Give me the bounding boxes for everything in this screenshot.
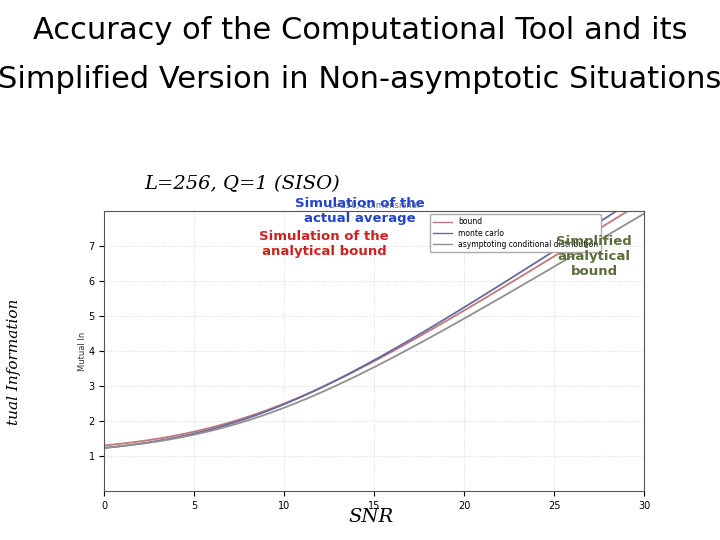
Title: L=256, 2Dimensional: L=256, 2Dimensional <box>329 201 420 210</box>
asymptoting conditional distribution <box>356 370 365 377</box>
bound <box>421 329 430 336</box>
Line: monte carlo: monte carlo <box>104 193 644 448</box>
Text: Simplified
analytical
bound: Simplified analytical bound <box>556 235 632 278</box>
Text: Simplified Version in Non-asymptotic Situations: Simplified Version in Non-asymptotic Sit… <box>0 65 720 94</box>
bound <box>392 346 401 353</box>
monte carlo <box>421 327 430 334</box>
asymptoting conditional distribution <box>100 444 109 451</box>
asymptoting conditional distribution <box>360 369 369 375</box>
asymptoting conditional distribution <box>392 352 401 359</box>
bound <box>356 365 365 372</box>
bound <box>627 206 636 212</box>
bound <box>360 363 369 370</box>
Text: Accuracy of the Computational Tool and its: Accuracy of the Computational Tool and i… <box>32 16 688 45</box>
Y-axis label: Mutual In: Mutual In <box>78 332 87 370</box>
monte carlo <box>360 362 369 369</box>
Text: tual Information: tual Information <box>7 299 22 425</box>
Text: SNR: SNR <box>348 509 393 526</box>
asymptoting conditional distribution <box>421 336 430 343</box>
Line: bound: bound <box>104 201 644 446</box>
asymptoting conditional distribution <box>627 218 636 224</box>
Legend: bound, monte carlo, asymptoting conditional distribution: bound, monte carlo, asymptoting conditio… <box>430 214 601 252</box>
bound <box>543 258 552 264</box>
Text: L=256, Q=1 (SISO): L=256, Q=1 (SISO) <box>144 176 340 193</box>
Line: asymptoting conditional distribution: asymptoting conditional distribution <box>104 213 644 448</box>
monte carlo <box>392 345 401 351</box>
monte carlo <box>100 444 109 451</box>
monte carlo <box>627 198 636 205</box>
Text: Simulation of the
actual average: Simulation of the actual average <box>295 197 425 225</box>
bound <box>640 198 649 204</box>
asymptoting conditional distribution <box>640 210 649 217</box>
monte carlo <box>543 252 552 259</box>
monte carlo <box>356 364 365 370</box>
asymptoting conditional distribution <box>543 268 552 274</box>
Text: Simulation of the
analytical bound: Simulation of the analytical bound <box>259 230 389 258</box>
monte carlo <box>640 190 649 197</box>
bound <box>100 442 109 449</box>
